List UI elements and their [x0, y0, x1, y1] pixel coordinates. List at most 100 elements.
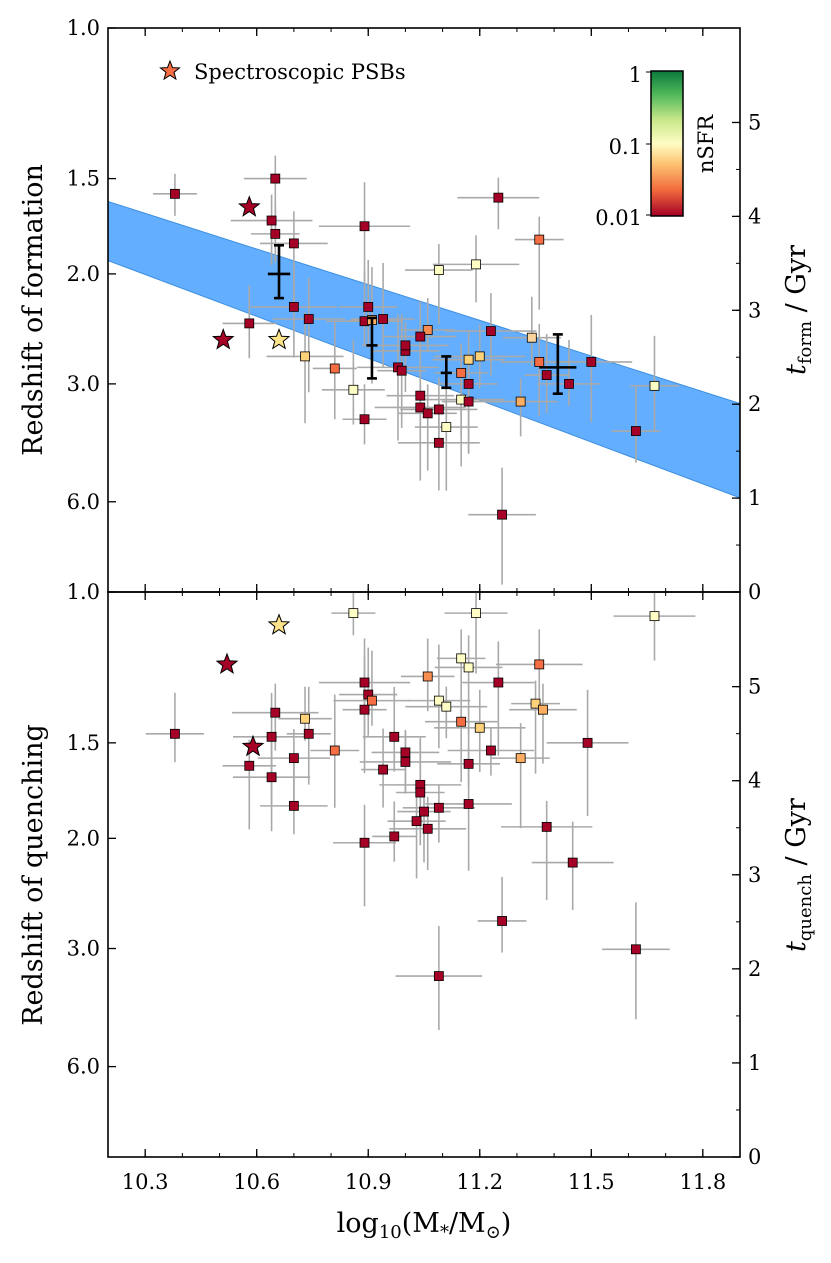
- top-point: [359, 414, 370, 425]
- colorbar-tick-2: 0.1: [609, 135, 642, 159]
- top-point: [515, 396, 526, 407]
- top-y2-tick-label: 3: [748, 298, 761, 322]
- colorbar: 1 0.1 0.01 nSFR: [595, 63, 718, 230]
- top-point: [288, 301, 299, 312]
- bottom-point: [359, 677, 370, 688]
- top-point: [270, 228, 281, 239]
- bottom-panel: 10.3 10.6 10.9 11.2 11.5 11.8 1.0 1.5 2.0 3.0 6.0 0…: [18, 580, 816, 1243]
- top-y2-tick-label: 1: [748, 486, 761, 510]
- top-point: [415, 402, 426, 413]
- top-y2-tick-label: 0: [748, 580, 761, 604]
- top-point: [300, 351, 310, 362]
- bottom-point: [433, 695, 444, 706]
- bottom-point: [649, 611, 660, 622]
- top-point: [441, 422, 452, 433]
- bottom-point: [471, 608, 481, 619]
- bottom-y-tick-label: 1.5: [67, 731, 100, 755]
- colorbar-tick-3: 0.01: [595, 206, 642, 230]
- bottom-point: [359, 837, 370, 848]
- top-point: [526, 332, 537, 343]
- top-point: [586, 356, 597, 367]
- top-point: [493, 192, 504, 203]
- bottom-point: [400, 757, 411, 767]
- top-point: [303, 314, 314, 324]
- bottom-point: [266, 772, 277, 783]
- bottom-point: [367, 695, 377, 706]
- psb-stars-top: [211, 195, 291, 350]
- bottom-point: [530, 698, 541, 709]
- psb-stars-bottom: [215, 613, 291, 757]
- top-point: [433, 265, 444, 275]
- galaxy-points-bottom: [145, 592, 696, 1031]
- bottom-point: [441, 701, 452, 712]
- legend-label: Spectroscopic PSBs: [194, 60, 406, 84]
- top-point: [415, 390, 426, 401]
- bottom-y2-tick-label: 0: [748, 1145, 761, 1169]
- bottom-y2-tick-label: 5: [748, 675, 761, 699]
- top-point: [378, 314, 389, 324]
- legend-star-marker: [159, 59, 181, 81]
- bottom-y2-tick-label: 4: [748, 769, 761, 793]
- x-tick-label: 10.3: [122, 1170, 169, 1194]
- top-point: [541, 370, 552, 380]
- top-point: [471, 259, 481, 270]
- top-y-tick-label: 1.5: [67, 167, 100, 191]
- bottom-point: [400, 747, 411, 758]
- top-point: [363, 301, 374, 312]
- top-point: [396, 365, 407, 376]
- top-point: [534, 234, 545, 245]
- colorbar-label: nSFR: [694, 114, 718, 173]
- top-point: [348, 384, 359, 395]
- bottom-y2-tick-label: 3: [748, 863, 761, 887]
- bottom-psb-star: [215, 652, 239, 675]
- colorbar-gradient: [650, 70, 684, 217]
- top-point: [170, 188, 180, 199]
- top-point: [270, 173, 281, 184]
- bottom-point: [631, 944, 641, 955]
- bottom-point: [456, 653, 467, 664]
- bottom-point: [538, 704, 548, 715]
- galaxy-points-top: [152, 155, 679, 585]
- bottom-y2label: tquench / Gyr: [781, 798, 816, 952]
- bottom-point: [493, 677, 504, 688]
- bottom-point: [422, 671, 433, 682]
- bottom-point: [244, 760, 255, 771]
- top-point: [649, 380, 660, 391]
- bottom-point: [348, 608, 359, 619]
- top-y2-tick-label: 5: [748, 110, 761, 134]
- top-point: [534, 356, 545, 367]
- top-point: [244, 318, 255, 329]
- model-band-shape: [108, 200, 740, 499]
- colorbar-tick-1: 1: [629, 63, 642, 87]
- top-ylabel: Redshift of formation: [18, 164, 49, 456]
- top-psb-star: [211, 327, 235, 350]
- top-point: [463, 354, 474, 365]
- bottom-point: [541, 821, 552, 832]
- top-point: [433, 404, 444, 415]
- bottom-point: [463, 758, 474, 769]
- top-point: [422, 408, 433, 419]
- bottom-point: [474, 722, 485, 733]
- bottom-y2-tick-label: 1: [748, 1051, 761, 1075]
- bottom-point: [486, 745, 496, 756]
- bottom-y2-tick-label: 2: [748, 957, 761, 981]
- bottom-y-tick-label: 1.0: [67, 580, 100, 604]
- top-point: [474, 351, 485, 362]
- top-y2-tick-label: 2: [748, 392, 761, 416]
- bottom-point: [463, 799, 474, 809]
- bottom-y-tick-label: 3.0: [67, 937, 100, 961]
- bottom-point: [389, 831, 400, 842]
- top-y-tick-label: 1.0: [67, 16, 100, 40]
- bottom-point: [170, 728, 180, 739]
- top-point: [359, 221, 370, 232]
- x-tick-label: 10.9: [345, 1170, 392, 1194]
- top-panel: 1.0 1.5 2.0 3.0 6.0 0 1 2 3 4 5 Spectroscopic PSBs…: [18, 16, 816, 604]
- bottom-point: [433, 971, 444, 981]
- bottom-point: [582, 737, 593, 748]
- model-band: [108, 200, 740, 499]
- bottom-point: [329, 745, 340, 756]
- bottom-point: [515, 753, 526, 764]
- bottom-y-tick-label: 6.0: [67, 1055, 100, 1079]
- x-tick-label: 11.8: [679, 1170, 726, 1194]
